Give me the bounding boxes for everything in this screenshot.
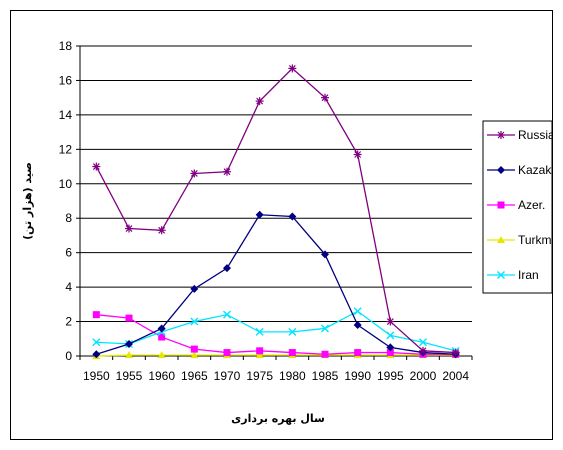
- x-tick-label: 2004: [442, 369, 469, 383]
- data-point-marker: [321, 350, 329, 358]
- data-point-marker: [157, 226, 166, 235]
- data-point-marker: [223, 167, 231, 176]
- x-tick-label: 1985: [312, 369, 339, 383]
- data-point-marker: [223, 310, 231, 319]
- data-point-marker: [353, 150, 362, 159]
- y-tick-label: 2: [65, 315, 72, 329]
- legend: Russia Kazakh. Azer. Turkmen. Iran: [482, 120, 552, 294]
- data-point-marker: [125, 351, 133, 359]
- data-point-marker: [386, 317, 395, 326]
- x-tick-label: 1995: [377, 369, 404, 383]
- data-point-marker: [288, 327, 297, 336]
- x-tick-label: 1960: [148, 369, 175, 383]
- data-point-marker: [497, 271, 505, 279]
- data-point-marker: [255, 327, 264, 336]
- data-point-marker: [125, 314, 133, 322]
- data-point-marker: [353, 307, 362, 316]
- data-point-marker: [497, 236, 505, 243]
- chart-frame: 0 2 4 6 8 10 12 14 16 18 1950 1955 1960 1965 1970 1975 1…: [10, 10, 553, 440]
- legend-label: Turkmen.: [518, 233, 552, 247]
- y-tick-label: 14: [59, 108, 73, 122]
- x-axis-title: سال بهره برداری: [231, 412, 325, 425]
- series-russia: [92, 64, 460, 357]
- y-axis-title: صید (هزار تن): [21, 162, 34, 240]
- series-line: [96, 214, 456, 355]
- y-tick-label: 18: [59, 39, 73, 53]
- y-tick-label: 6: [65, 246, 72, 260]
- legend-label: Iran: [518, 268, 539, 282]
- data-point-marker: [497, 201, 505, 209]
- data-point-marker: [190, 317, 199, 326]
- x-tick-label: 1950: [83, 369, 110, 383]
- y-tick-label: 16: [59, 73, 73, 87]
- gridlines: [80, 45, 472, 323]
- series-kazakh: [92, 210, 460, 359]
- data-point-marker: [497, 166, 505, 174]
- data-point-marker: [255, 97, 264, 106]
- data-point-marker: [386, 331, 395, 340]
- data-point-marker: [255, 210, 264, 219]
- data-point-marker: [419, 346, 427, 355]
- data-point-marker: [92, 311, 100, 319]
- y-tick-label: 0: [65, 349, 72, 363]
- data-point-marker: [255, 351, 264, 359]
- data-point-marker: [92, 350, 101, 359]
- data-point-marker: [157, 351, 166, 359]
- data-point-marker: [125, 339, 133, 348]
- data-point-marker: [321, 324, 329, 333]
- axes: 0 2 4 6 8 10 12 14 16 18 1950 1955 1960 1965 1970 1975 1…: [59, 39, 473, 383]
- data-point-marker: [497, 131, 505, 139]
- data-point-marker: [190, 345, 198, 353]
- data-point-marker: [386, 343, 395, 352]
- data-point-marker: [288, 64, 297, 73]
- legend-entry: Azer.: [487, 198, 545, 212]
- data-point-marker: [288, 212, 297, 221]
- series-line: [95, 67, 456, 354]
- legend-label: Russia: [518, 128, 552, 142]
- legend-entry: Iran: [487, 268, 539, 282]
- y-tick-label: 10: [59, 177, 73, 191]
- data-point-marker: [288, 349, 296, 357]
- series-group: [92, 64, 460, 359]
- line-chart: 0 2 4 6 8 10 12 14 16 18 1950 1955 1960 1965 1970 1975 1…: [21, 39, 552, 425]
- legend-entry: Turkmen.: [487, 233, 552, 247]
- data-point-marker: [92, 338, 101, 347]
- data-point-marker: [451, 348, 460, 357]
- legend-box: [482, 120, 552, 294]
- y-tick-label: 4: [65, 280, 72, 294]
- data-point-marker: [321, 250, 329, 259]
- data-point-marker: [158, 333, 166, 341]
- x-tick-label: 2000: [410, 369, 437, 383]
- data-point-marker: [419, 338, 427, 347]
- x-tick-label: 1980: [279, 369, 306, 383]
- x-tick-label: 1970: [214, 369, 241, 383]
- legend-entry: Russia: [487, 128, 552, 142]
- y-tick-label: 12: [59, 142, 73, 156]
- data-point-marker: [223, 349, 231, 357]
- data-point-marker: [92, 162, 101, 171]
- data-point-marker: [125, 224, 133, 233]
- data-point-marker: [321, 93, 329, 102]
- data-point-marker: [157, 324, 166, 333]
- series-line: [96, 310, 456, 352]
- data-point-marker: [190, 351, 199, 359]
- data-point-marker: [353, 321, 362, 329]
- data-point-marker: [386, 349, 394, 357]
- data-point-marker: [354, 349, 362, 357]
- legend-entry: Kazakh.: [487, 163, 552, 177]
- data-point-marker: [190, 284, 199, 293]
- x-tick-label: 1975: [246, 369, 273, 383]
- data-point-marker: [223, 264, 231, 273]
- series-line: [96, 354, 456, 357]
- x-tick-label: 1990: [344, 369, 371, 383]
- series-iran: [92, 307, 460, 355]
- data-point-marker: [190, 169, 199, 178]
- y-tick-label: 8: [65, 211, 72, 225]
- x-tick-label: 1965: [181, 369, 208, 383]
- x-tick-label: 1955: [116, 369, 143, 383]
- legend-label: Azer.: [518, 198, 545, 212]
- data-point-marker: [256, 347, 264, 355]
- legend-label: Kazakh.: [518, 163, 552, 177]
